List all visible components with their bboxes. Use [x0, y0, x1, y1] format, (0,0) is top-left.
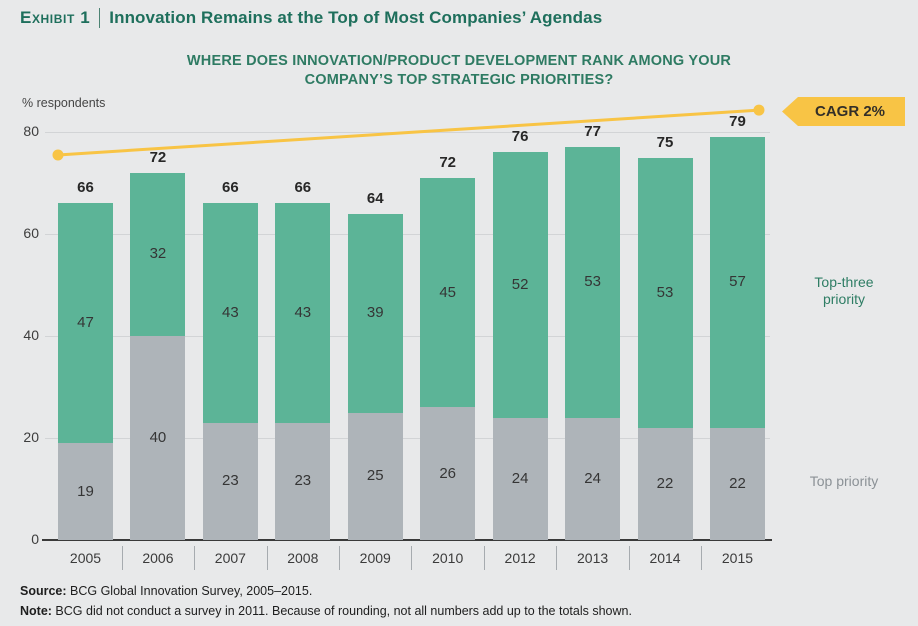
x-axis-divider: [339, 546, 341, 570]
bar-segment-top-priority: [58, 443, 113, 540]
x-axis-divider: [121, 546, 123, 570]
source-line: Source: BCG Global Innovation Survey, 20…: [20, 581, 632, 601]
note-text: BCG did not conduct a survey in 2011. Be…: [51, 604, 632, 618]
bar-segment-top-three-priority: [492, 152, 548, 418]
x-axis-line: [42, 539, 772, 541]
title-separator: [99, 8, 101, 28]
exhibit-header: Exhibit 1 Innovation Remains at the Top …: [20, 8, 602, 28]
bar-total-label: 66: [294, 179, 312, 197]
bar-segment-top-three-priority: [565, 147, 621, 418]
bar-segment-top-three-priority: [709, 137, 765, 428]
bar-segment-top-priority: [492, 417, 548, 540]
note-label: Note:: [20, 604, 52, 618]
chart-question-line1: WHERE DOES INNOVATION/PRODUCT DEVELOPMEN…: [186, 53, 732, 69]
bar-segment-value: 47: [77, 314, 94, 332]
bar-segment-value: 43: [222, 304, 239, 322]
bar-segment-value: 32: [149, 245, 167, 263]
gridline-60: [45, 234, 770, 235]
x-axis-label: 2012: [504, 550, 536, 566]
bar-segment-value: 26: [439, 464, 457, 482]
x-axis-divider: [266, 546, 268, 570]
y-tick-label: 20: [23, 429, 39, 445]
bar-total-label: 66: [77, 179, 94, 197]
y-tick-label: 40: [23, 327, 39, 343]
x-axis-label: 2007: [214, 550, 246, 566]
bar-segment-value: 24: [584, 469, 601, 487]
bar-segment-top-three-priority: [58, 203, 113, 444]
x-axis-label: 2013: [577, 550, 609, 566]
footer-notes: Source: BCG Global Innovation Survey, 20…: [20, 581, 632, 621]
bar-segment-top-priority: [275, 422, 331, 540]
exhibit-number-label: Exhibit 1: [20, 8, 91, 27]
bar-segment-value: 23: [222, 472, 239, 490]
bar-segment-top-priority: [637, 427, 693, 540]
note-line: Note: BCG did not conduct a survey in 20…: [20, 601, 632, 621]
bar-segment-top-three-priority: [275, 203, 331, 423]
x-axis-divider: [628, 546, 630, 570]
bar-segment-value: 23: [294, 472, 312, 490]
bar-segment-top-priority: [565, 417, 621, 540]
gridline-20: [45, 438, 770, 439]
bar-total-label: 64: [366, 189, 384, 207]
bar-segment-value: 22: [656, 474, 674, 492]
cagr-badge: CAGR 2%: [782, 97, 905, 126]
bar-segment-value: 53: [584, 273, 601, 291]
bar-segment-value: 39: [366, 304, 384, 322]
bar-segment-top-priority: [709, 427, 765, 540]
bar-segment-top-priority: [420, 407, 476, 540]
bar-segment-top-three-priority: [347, 213, 403, 413]
x-axis-label: 2015: [721, 550, 754, 566]
bar-total-label: 79: [729, 113, 746, 131]
bar-segment-value: 24: [511, 469, 529, 487]
bar-total-label: 75: [656, 133, 674, 151]
bar-segment-top-priority: [202, 422, 258, 540]
chart-question: WHERE DOES INNOVATION/PRODUCT DEVELOPMEN…: [0, 52, 918, 90]
bar-segment-value: 25: [366, 467, 384, 485]
stacked-bar-chart: 0 20 40 60 80 19 47 66 2005 40 32 72 2006 23 43 66 2007 2…: [23, 113, 772, 570]
x-axis-divider: [194, 546, 196, 570]
bar-total-label: 72: [149, 148, 167, 166]
bar-segment-value: 43: [294, 304, 312, 322]
bar-segment-top-priority: [347, 412, 403, 540]
bar-segment-top-three-priority: [637, 157, 693, 428]
legend-top-priority: Top priority: [809, 473, 879, 489]
source-text: BCG Global Innovation Survey, 2005–2015.: [66, 584, 313, 598]
bar-segment-value: 57: [729, 273, 746, 291]
x-axis-divider: [701, 546, 703, 570]
y-tick-label: 60: [23, 225, 39, 241]
x-axis-label: 2014: [649, 550, 681, 566]
bar-segment-value: 22: [729, 474, 746, 492]
bar-segment-value: 19: [77, 482, 94, 500]
x-axis-divider: [556, 546, 558, 570]
bar-segment-top-priority: [130, 336, 186, 540]
bar-segment-top-three-priority: [130, 172, 186, 336]
x-axis-label: 2008: [287, 550, 319, 566]
x-axis-label: 2005: [69, 550, 102, 566]
x-axis-label: 2010: [432, 550, 464, 566]
x-axis-divider: [411, 546, 413, 570]
x-axis-label: 2006: [142, 550, 174, 566]
page-title: Innovation Remains at the Top of Most Co…: [109, 8, 603, 27]
source-label: Source:: [20, 584, 67, 598]
x-axis-divider: [483, 546, 485, 570]
bar-segment-value: 40: [149, 429, 167, 446]
bar-total-label: 66: [222, 179, 239, 197]
bar-total-label: 77: [584, 123, 601, 141]
bar-segment-value: 45: [439, 283, 457, 301]
legend-top-three-priority: Top-three priority: [814, 274, 874, 307]
bar-segment-top-three-priority: [420, 177, 476, 408]
chart-question-line2: COMPANY’S TOP STRATEGIC PRIORITIES?: [304, 72, 614, 88]
gridline-40: [45, 336, 770, 337]
y-tick-label: 0: [31, 531, 39, 547]
y-axis-unit-label: % respondents: [22, 96, 106, 110]
bar-segment-value: 52: [511, 276, 529, 293]
bar-total-label: 76: [511, 128, 529, 146]
y-tick-label: 80: [23, 123, 39, 139]
bar-segment-top-three-priority: [202, 203, 258, 423]
bar-total-label: 72: [439, 153, 457, 171]
bar-segment-value: 53: [656, 283, 674, 301]
x-axis-label: 2009: [359, 550, 391, 566]
